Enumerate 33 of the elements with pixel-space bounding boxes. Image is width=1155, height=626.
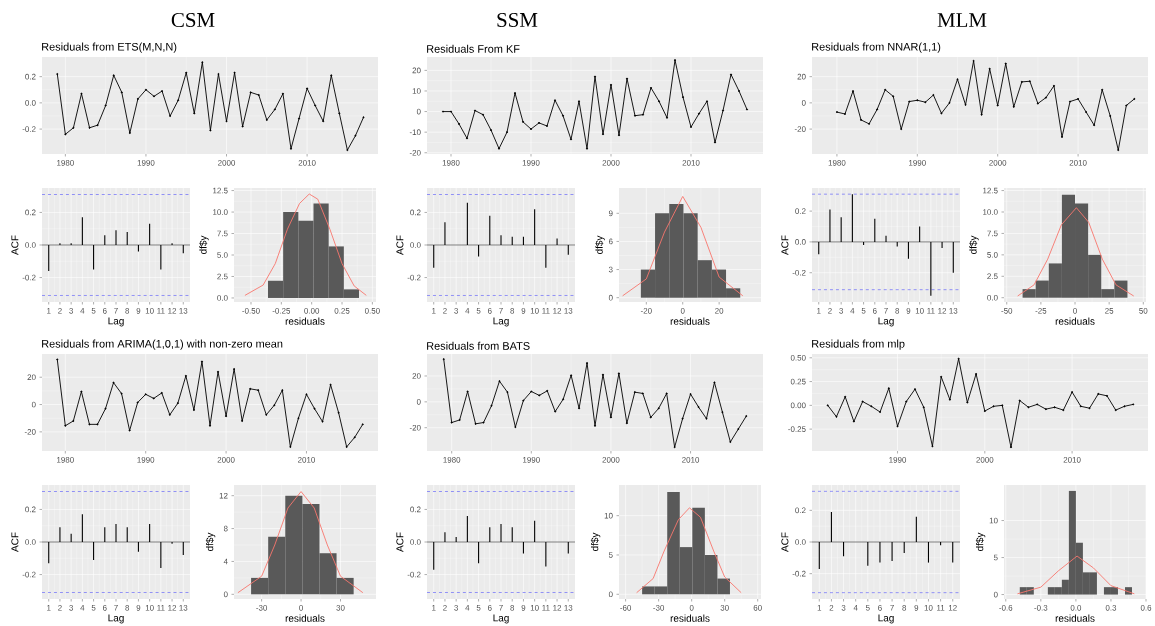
y-axis-title: ACF — [11, 235, 19, 255]
x-axis-title: Lag — [878, 317, 894, 327]
chart-title: CSM — [171, 12, 215, 28]
x-axis-title: residuals — [285, 317, 325, 325]
y-axis-title: df$y — [205, 532, 216, 551]
chart-title: MLM — [937, 13, 987, 27]
chart-subtitle: Residuals From KF — [427, 44, 520, 53]
chart-title: Residuals from ARIMA(1,0,1) with non-zero mean — [42, 339, 283, 350]
y-axis-title: ACF — [396, 532, 404, 552]
x-axis-title: residuals — [670, 614, 710, 622]
x-axis-title: Lag — [108, 614, 124, 624]
y-axis-title: df$y — [590, 532, 601, 551]
y-axis-title: df$y — [969, 235, 979, 254]
chart-subtitle: Residuals from NNAR(1,1) — [812, 42, 941, 53]
x-axis-title: residuals — [285, 614, 325, 622]
y-axis-title: ACF — [781, 532, 789, 552]
x-axis-title: residuals — [670, 317, 710, 325]
chart-title: Residuals from BATS — [427, 341, 530, 350]
y-axis-title: df$y — [975, 532, 986, 551]
chart-title: SSM — [497, 12, 538, 28]
y-axis-title: df$y — [199, 235, 209, 254]
chart-subtitle: Residuals from ETS(M,N,N) — [42, 42, 177, 53]
chart-title: Residuals from mlp — [812, 339, 905, 350]
x-axis-title: Lag — [493, 614, 509, 624]
x-axis-title: residuals — [1055, 614, 1095, 622]
y-axis-title: ACF — [396, 235, 404, 255]
x-axis-title: Lag — [493, 317, 509, 327]
y-axis-title: ACF — [11, 532, 19, 552]
y-axis-title: df$y — [595, 235, 605, 254]
y-axis-title: ACF — [781, 235, 789, 255]
x-axis-title: Lag — [878, 614, 894, 624]
x-axis-title: Lag — [108, 317, 124, 327]
x-axis-title: residuals — [1055, 317, 1095, 325]
